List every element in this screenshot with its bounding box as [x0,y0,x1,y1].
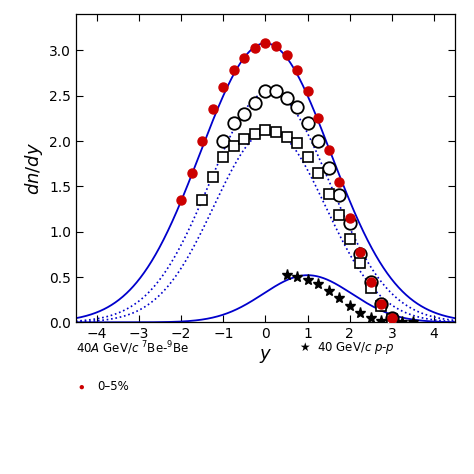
Text: $\bullet$: $\bullet$ [76,379,85,394]
Text: 0–5%: 0–5% [97,380,129,393]
Text: $40A$ GeV/$c$ $^{7}$Be-$^{9}$Be: $40A$ GeV/$c$ $^{7}$Be-$^{9}$Be [76,339,189,357]
X-axis label: $y$: $y$ [259,347,272,365]
Text: $\bigstar$  40 GeV/$c$ $p$-$p$: $\bigstar$ 40 GeV/$c$ $p$-$p$ [299,340,394,356]
Y-axis label: $dn/dy$: $dn/dy$ [23,142,45,195]
